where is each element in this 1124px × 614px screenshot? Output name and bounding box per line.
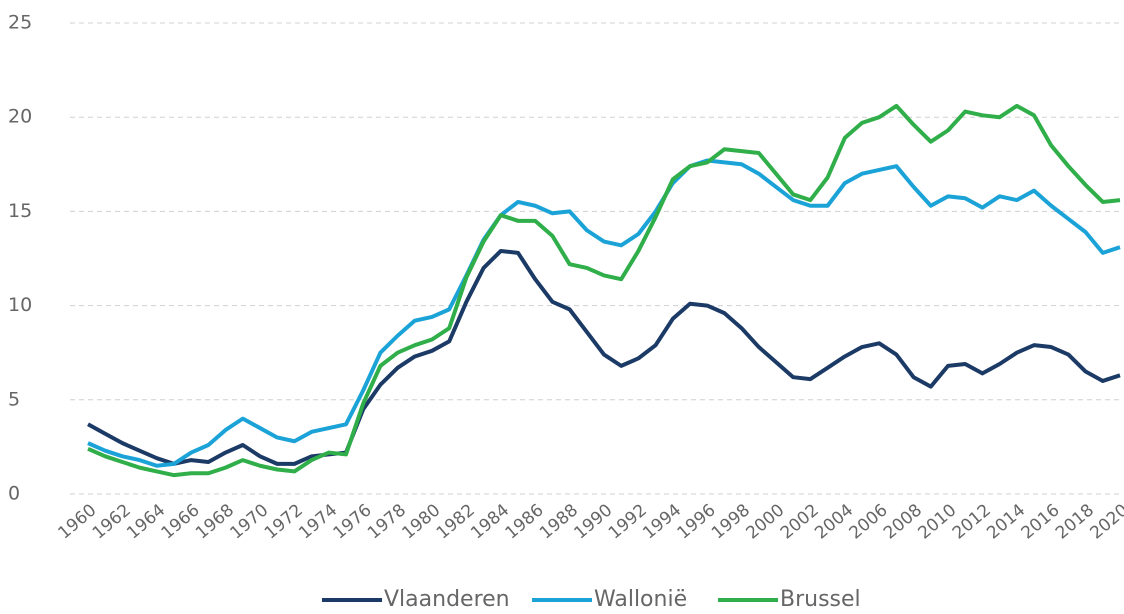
y-tick-label: 20 — [8, 106, 32, 128]
x-tick-label: 1982 — [433, 500, 479, 543]
series-line — [87, 158, 1121, 468]
x-tick-label: 1972 — [261, 500, 307, 543]
legend-label: Wallonië — [594, 587, 687, 612]
y-tick-label: 0 — [8, 483, 20, 505]
x-tick-label: 1974 — [295, 500, 341, 543]
x-tick-label: 1964 — [123, 500, 169, 543]
x-tick-label: 1960 — [54, 500, 100, 543]
y-tick-label: 10 — [8, 294, 32, 316]
x-tick-label: 1992 — [605, 500, 651, 543]
x-tick-label: 2014 — [983, 500, 1029, 543]
x-tick-label: 1984 — [467, 500, 513, 543]
x-tick-label: 1966 — [158, 500, 204, 543]
x-tick-label: 2012 — [949, 500, 995, 543]
x-tick-label: 1970 — [226, 500, 272, 543]
x-tick-label: 2002 — [777, 500, 823, 543]
legend-label: Brussel — [780, 587, 861, 612]
x-tick-label: 2016 — [1018, 500, 1064, 543]
y-tick-label: 15 — [8, 200, 32, 222]
x-tick-label: 2010 — [914, 500, 960, 543]
x-tick-label: 2000 — [742, 500, 788, 543]
x-tick-label: 1990 — [570, 500, 616, 543]
x-tick-label: 1968 — [192, 500, 238, 543]
x-tick-label: 2018 — [1052, 500, 1098, 543]
series-line — [87, 103, 1121, 478]
x-tick-label: 2008 — [880, 500, 926, 543]
x-tick-label: 1986 — [502, 500, 548, 543]
x-tick-label: 1998 — [708, 500, 754, 543]
y-tick-label: 25 — [8, 12, 32, 34]
x-tick-label: 1978 — [364, 500, 410, 543]
x-tick-label: 1988 — [536, 500, 582, 543]
x-tick-label: 1980 — [398, 500, 444, 543]
x-tick-label: 2020 — [1086, 500, 1124, 543]
legend-label: Vlaanderen — [384, 587, 510, 612]
x-tick-label: 2006 — [846, 500, 892, 543]
x-tick-label: 1994 — [639, 500, 685, 543]
y-tick-label: 5 — [8, 388, 20, 410]
series-line — [87, 248, 1121, 466]
x-tick-label: 1996 — [674, 500, 720, 543]
x-tick-label: 1962 — [89, 500, 135, 543]
x-tick-label: 2004 — [811, 500, 857, 543]
x-tick-label: 1976 — [330, 500, 376, 543]
